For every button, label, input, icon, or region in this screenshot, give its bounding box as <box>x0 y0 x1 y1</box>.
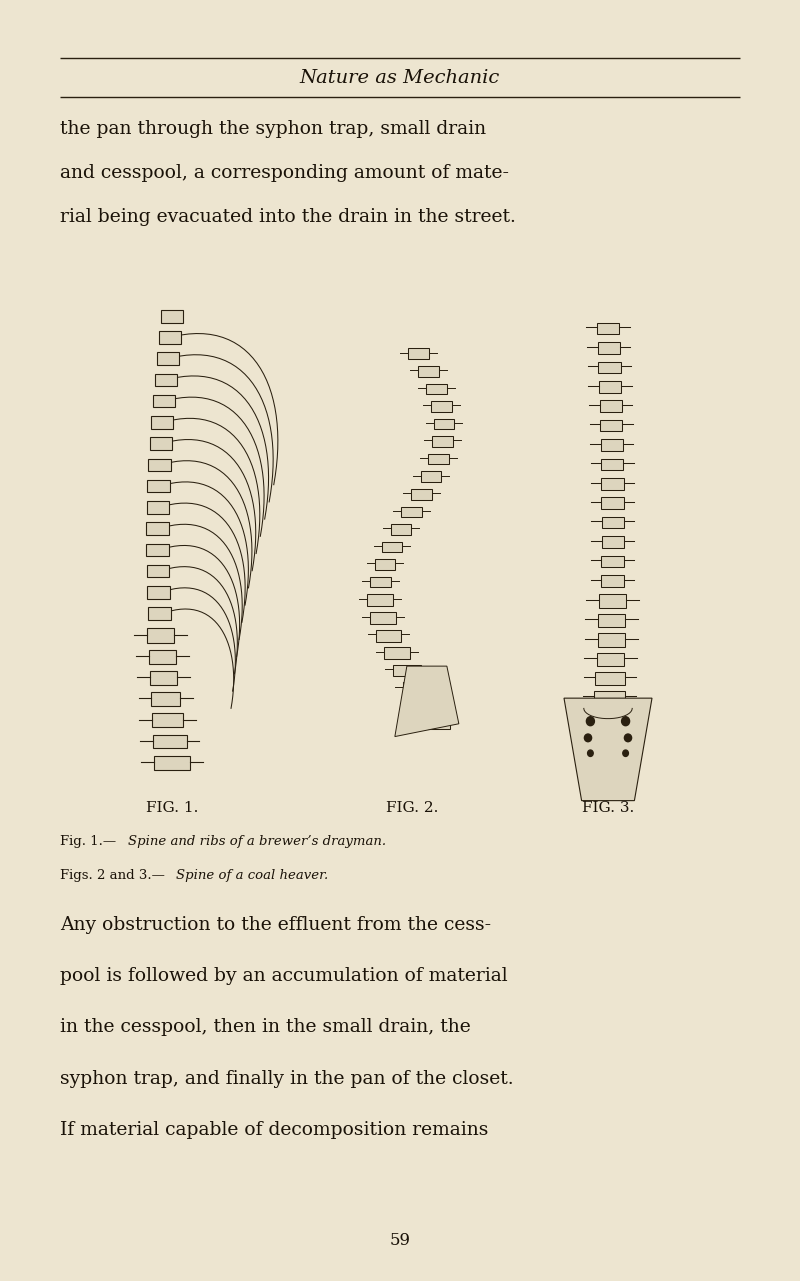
Bar <box>602 556 624 567</box>
Bar <box>382 542 402 552</box>
Bar <box>602 575 624 587</box>
Bar <box>153 734 186 748</box>
Bar <box>597 652 624 666</box>
Text: FIG. 3.: FIG. 3. <box>582 801 634 815</box>
Bar <box>595 673 626 684</box>
Bar <box>151 692 180 706</box>
Bar <box>421 717 450 729</box>
Bar <box>408 348 429 359</box>
Bar <box>384 647 410 660</box>
Bar <box>599 401 622 412</box>
Text: Spine of a coal heaver.: Spine of a coal heaver. <box>176 869 328 881</box>
Ellipse shape <box>586 716 594 725</box>
Bar <box>147 585 170 598</box>
Text: Fig. 1.—: Fig. 1.— <box>60 835 116 848</box>
Text: the pan through the syphon trap, small drain: the pan through the syphon trap, small d… <box>60 120 486 138</box>
Text: Nature as Mechanic: Nature as Mechanic <box>300 68 500 87</box>
Bar <box>602 537 624 548</box>
Ellipse shape <box>622 716 630 725</box>
Polygon shape <box>564 698 652 801</box>
Bar <box>600 420 622 432</box>
Text: and cesspool, a corresponding amount of mate-: and cesspool, a corresponding amount of … <box>60 164 509 182</box>
Bar <box>428 453 449 465</box>
Bar <box>594 692 625 705</box>
Bar <box>601 459 623 470</box>
Bar <box>602 497 624 509</box>
Bar <box>146 565 169 578</box>
Text: pool is followed by an accumulation of material: pool is followed by an accumulation of m… <box>60 967 508 985</box>
Bar <box>598 361 621 373</box>
Bar <box>154 756 190 770</box>
Bar <box>598 594 626 607</box>
Bar <box>146 523 169 535</box>
Bar <box>597 323 619 334</box>
Bar <box>148 459 170 471</box>
Bar <box>598 342 620 354</box>
Bar <box>431 401 452 411</box>
Ellipse shape <box>587 749 593 756</box>
Bar <box>152 714 183 728</box>
Text: Figs. 2 and 3.—: Figs. 2 and 3.— <box>60 869 165 881</box>
Text: Spine and ribs of a brewer’s drayman.: Spine and ribs of a brewer’s drayman. <box>128 835 386 848</box>
Text: Any obstruction to the effluent from the cess-: Any obstruction to the effluent from the… <box>60 916 491 934</box>
Bar <box>376 629 402 642</box>
Bar <box>401 506 422 518</box>
Bar <box>593 730 623 743</box>
Bar <box>599 380 622 393</box>
Bar <box>147 629 174 643</box>
Bar <box>150 437 172 450</box>
Bar <box>154 374 177 387</box>
Ellipse shape <box>624 734 632 742</box>
Bar <box>146 501 169 514</box>
Bar <box>147 480 170 492</box>
Bar <box>411 489 432 500</box>
Bar <box>393 665 422 676</box>
Bar <box>421 471 442 482</box>
Text: FIG. 1.: FIG. 1. <box>146 801 198 815</box>
Text: If material capable of decomposition remains: If material capable of decomposition rem… <box>60 1121 488 1139</box>
Bar <box>153 395 175 407</box>
Bar <box>418 366 438 377</box>
Bar <box>161 310 183 323</box>
Bar <box>158 332 181 343</box>
Bar <box>413 699 442 711</box>
Bar <box>151 416 174 429</box>
Bar <box>598 614 626 628</box>
Ellipse shape <box>584 734 592 742</box>
Bar <box>374 560 395 570</box>
Bar <box>149 649 176 664</box>
Text: syphon trap, and finally in the pan of the closet.: syphon trap, and finally in the pan of t… <box>60 1070 514 1088</box>
Bar <box>403 683 432 693</box>
Bar <box>390 524 411 534</box>
Bar <box>602 516 624 529</box>
Bar <box>594 711 624 724</box>
Bar <box>146 543 169 556</box>
Bar <box>148 607 170 620</box>
Ellipse shape <box>623 749 629 756</box>
Text: rial being evacuated into the drain in the street.: rial being evacuated into the drain in t… <box>60 208 516 225</box>
Bar <box>370 576 391 588</box>
Text: in the cesspool, then in the small drain, the: in the cesspool, then in the small drain… <box>60 1018 470 1036</box>
Bar <box>150 671 178 685</box>
Bar <box>426 383 446 395</box>
Bar <box>432 437 453 447</box>
Bar <box>434 419 454 429</box>
Bar <box>157 352 179 365</box>
Bar <box>601 439 623 451</box>
Bar <box>602 478 624 489</box>
Polygon shape <box>395 666 459 737</box>
Text: 59: 59 <box>390 1232 410 1249</box>
Bar <box>598 633 625 647</box>
Text: FIG. 2.: FIG. 2. <box>386 801 438 815</box>
Bar <box>367 594 393 606</box>
Bar <box>370 612 396 624</box>
